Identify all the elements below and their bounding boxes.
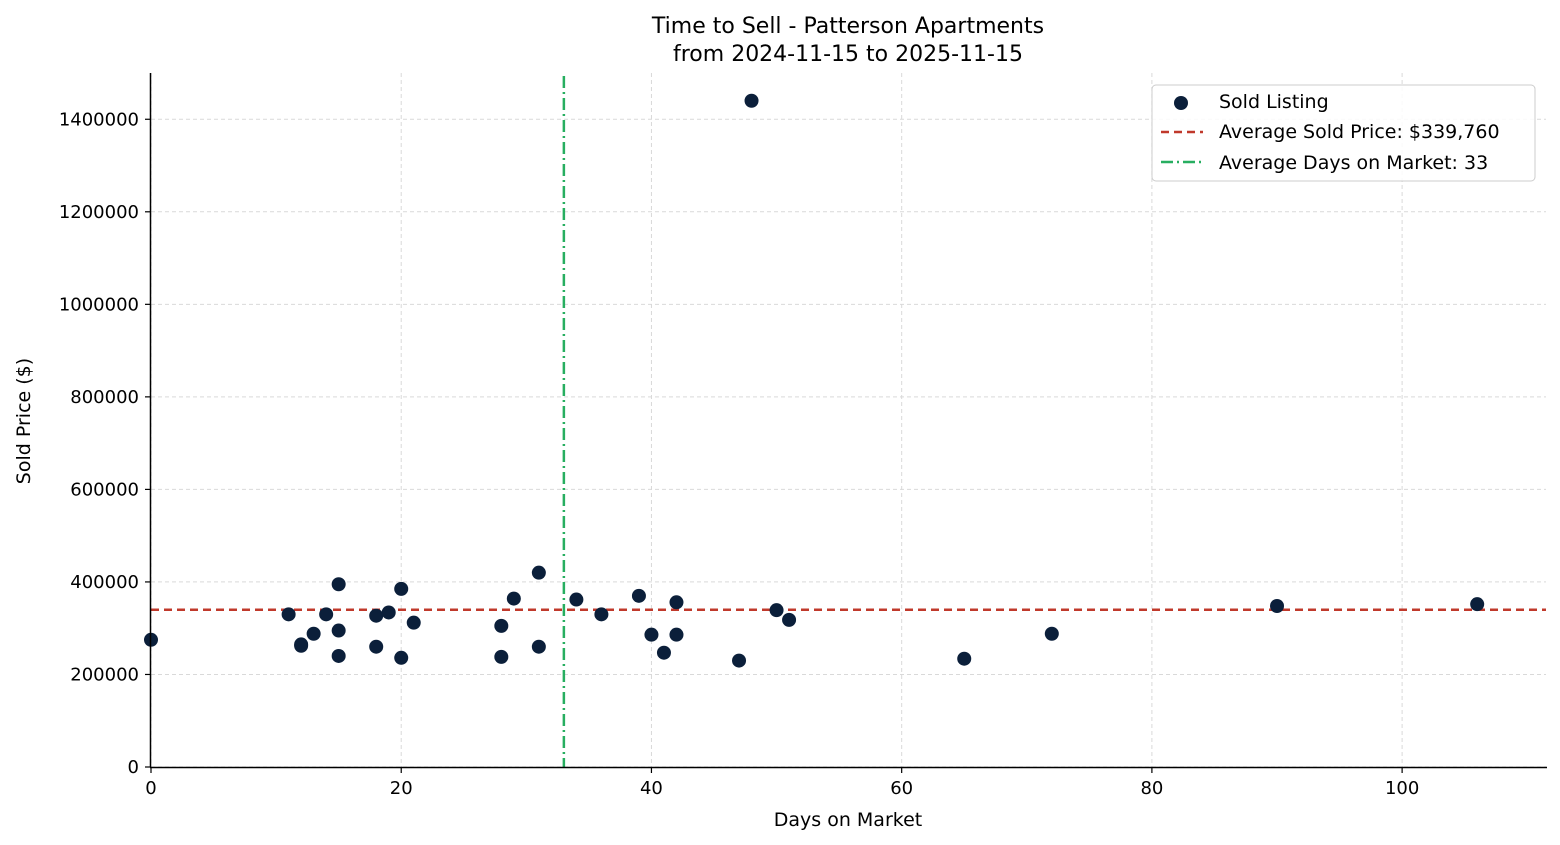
- y-tick-label: 1200000: [59, 202, 139, 223]
- y-axis-label: Sold Price ($): [13, 358, 35, 484]
- y-tick-label: 800000: [70, 387, 139, 408]
- scatter-point: [782, 612, 797, 627]
- chart-title-line1: Time to Sell - Patterson Apartments: [651, 14, 1044, 39]
- scatter-point: [494, 649, 509, 664]
- scatter-point: [957, 651, 972, 666]
- y-tick-label: 1000000: [59, 294, 139, 315]
- scatter-point: [381, 605, 396, 620]
- scatter-point: [369, 639, 384, 654]
- scatter-point: [331, 648, 346, 663]
- scatter-point: [394, 650, 409, 665]
- x-tick-label: 80: [1140, 778, 1163, 799]
- scatter-point: [331, 623, 346, 638]
- legend-label-avg-price: Average Sold Price: $339,760: [1219, 121, 1500, 143]
- scatter-point: [394, 581, 409, 596]
- chart-title-line2: from 2024-11-15 to 2025-11-15: [673, 42, 1023, 67]
- scatter-point: [744, 93, 759, 108]
- scatter-point: [631, 588, 646, 603]
- legend-label-sold-listing: Sold Listing: [1219, 91, 1329, 113]
- legend-label-avg-days: Average Days on Market: 33: [1219, 152, 1488, 174]
- scatter-point: [594, 607, 609, 622]
- scatter-point: [319, 607, 334, 622]
- x-tick-label: 20: [390, 778, 413, 799]
- scatter-point: [1270, 598, 1285, 613]
- scatter-point: [281, 607, 296, 622]
- y-tick-label: 600000: [70, 479, 139, 500]
- scatter-point: [531, 565, 546, 580]
- y-tick-label: 400000: [70, 572, 139, 593]
- x-axis-label: Days on Market: [774, 809, 922, 831]
- y-tick-label: 200000: [70, 664, 139, 685]
- legend: Sold Listing Average Sold Price: $339,76…: [1151, 84, 1536, 182]
- scatter-point: [369, 608, 384, 623]
- data-points: [144, 93, 1485, 668]
- scatter-point: [669, 627, 684, 642]
- scatter-point: [644, 627, 659, 642]
- scatter-point: [656, 645, 671, 660]
- scatter-point: [406, 615, 421, 630]
- scatter-point: [494, 618, 509, 633]
- x-tick-label: 100: [1385, 778, 1419, 799]
- legend-marker-sold-listing: [1174, 96, 1188, 110]
- scatter-point: [531, 639, 546, 654]
- scatter-point: [294, 638, 309, 653]
- x-tick-label: 0: [145, 778, 156, 799]
- x-tick-label: 60: [890, 778, 913, 799]
- y-tick-label: 1400000: [59, 109, 139, 130]
- scatter-point: [331, 577, 346, 592]
- axes: [149, 73, 1547, 769]
- scatter-point: [1044, 626, 1059, 641]
- scatter-point: [732, 653, 747, 668]
- scatter-point: [506, 591, 521, 606]
- y-tick-label: 0: [128, 757, 139, 778]
- axis-ticks: 0 20 40 60 80 100 0 200000 400000 600000 800000 100…: [59, 109, 1419, 799]
- scatter-point: [569, 592, 584, 607]
- scatter-point: [669, 595, 684, 610]
- reference-lines: [151, 76, 1546, 767]
- scatter-point: [769, 603, 784, 618]
- x-tick-label: 40: [640, 778, 663, 799]
- scatter-point: [306, 626, 321, 641]
- legend-box: [1151, 84, 1536, 182]
- scatter-point: [1470, 597, 1485, 612]
